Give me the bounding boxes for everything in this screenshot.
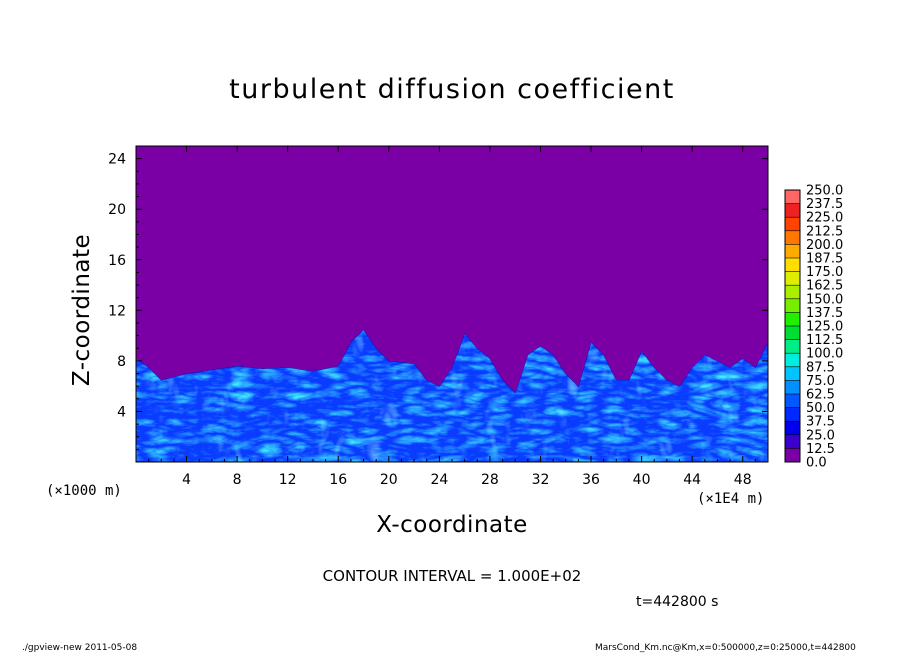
colorbar-swatch	[785, 258, 800, 272]
colorbar-swatch	[785, 244, 800, 258]
x-tick-label: 12	[279, 472, 297, 488]
contour-interval-text: CONTOUR INTERVAL = 1.000E+02	[322, 567, 582, 585]
x-tick-label: 8	[233, 472, 242, 488]
y-tick-label: 24	[108, 152, 126, 168]
y-tick-label: 20	[108, 202, 126, 218]
colorbar-swatch	[785, 434, 800, 449]
colorbar-swatch	[785, 339, 800, 354]
colorbar-label: 112.5	[806, 333, 843, 348]
colorbar-swatch	[785, 312, 800, 326]
colorbar-swatch	[785, 394, 800, 408]
plot-area	[136, 146, 768, 462]
x-tick-label: 16	[329, 472, 347, 488]
footer-right: MarsCond_Km.nc@Km,x=0:500000,z=0:25000,t…	[595, 643, 856, 653]
colorbar-label: 200.0	[806, 238, 843, 253]
footer-left: ./gpview-new 2011-05-08	[22, 643, 138, 653]
colorbar-swatch	[785, 448, 800, 462]
colorbar-label: 137.5	[806, 306, 843, 321]
colorbar-label: 87.5	[806, 360, 835, 375]
colorbar-swatch	[785, 271, 800, 286]
colorbar-label: 212.5	[806, 224, 843, 239]
colorbar-label: 37.5	[806, 415, 835, 430]
x-tick-label: 48	[734, 472, 752, 488]
colorbar-label: 175.0	[806, 265, 843, 280]
colorbar-label: 50.0	[806, 401, 835, 416]
colorbar-label: 62.5	[806, 388, 835, 403]
x-scale-label: (×1E4 m)	[697, 491, 765, 507]
colorbar-label: 100.0	[806, 347, 843, 362]
colorbar-swatch	[785, 407, 800, 422]
colorbar-swatch	[785, 326, 800, 340]
y-tick-label: 16	[108, 253, 126, 269]
x-unit-label: (×1000 m)	[46, 483, 122, 499]
x-tick-label: 36	[582, 472, 600, 488]
colorbar-swatch	[785, 298, 800, 313]
x-tick-label: 44	[683, 472, 701, 488]
colorbar-swatch	[785, 421, 800, 435]
x-tick-label: 4	[182, 472, 191, 488]
colorbar-label: 12.5	[806, 442, 835, 457]
x-tick-label: 32	[532, 472, 550, 488]
colorbar-label: 25.0	[806, 428, 835, 443]
x-tick-label: 28	[481, 472, 499, 488]
colorbar-swatch	[785, 230, 800, 245]
colorbar-swatch	[785, 217, 800, 231]
x-tick-label: 24	[430, 472, 448, 488]
colorbar-swatch	[785, 203, 800, 218]
colorbar: 0.012.525.037.550.062.575.087.5100.0112.…	[784, 184, 843, 471]
colorbar-label: 150.0	[806, 292, 843, 307]
colorbar-swatch	[785, 190, 800, 204]
x-tick-label: 40	[633, 472, 651, 488]
colorbar-swatch	[785, 366, 800, 381]
colorbar-label: 125.0	[806, 320, 843, 335]
y-tick-label: 12	[108, 303, 126, 319]
colorbar-label: 162.5	[806, 279, 843, 294]
y-tick-label: 4	[117, 404, 126, 420]
colorbar-label: 250.0	[806, 184, 843, 199]
y-tick-label: 8	[117, 354, 126, 370]
colorbar-swatch	[785, 380, 800, 394]
chart-title: turbulent diffusion coefficient	[229, 74, 675, 105]
x-axis-label: X-coordinate	[376, 512, 528, 538]
colorbar-label: 225.0	[806, 211, 843, 226]
colorbar-swatch	[785, 353, 800, 367]
colorbar-label: 0.0	[806, 456, 827, 471]
colorbar-swatch	[785, 285, 800, 299]
x-tick-label: 20	[380, 472, 398, 488]
colorbar-label: 75.0	[806, 374, 835, 389]
time-label: t=442800 s	[636, 594, 719, 610]
colorbar-label: 237.5	[806, 197, 843, 212]
colorbar-label: 187.5	[806, 252, 843, 267]
y-axis-label: Z-coordinate	[69, 233, 95, 387]
